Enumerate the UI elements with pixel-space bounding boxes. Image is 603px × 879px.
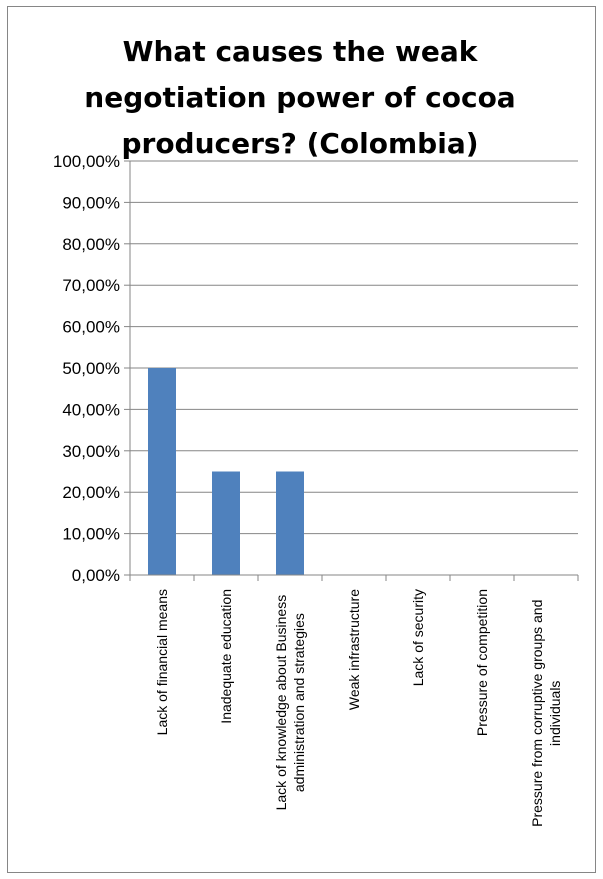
chart-frame — [7, 6, 596, 873]
y-tick-label: 100,00% — [53, 152, 120, 171]
x-category-label-line: Lack of knowledge about Business — [273, 595, 289, 811]
bar — [148, 368, 176, 575]
x-category-label-line: administration and strategies — [291, 613, 307, 792]
y-tick-label: 40,00% — [62, 400, 120, 419]
x-category-label-line: Pressure from corruptive groups and — [529, 600, 545, 827]
bar — [276, 471, 304, 575]
y-tick-label: 10,00% — [62, 525, 120, 544]
x-category-label: Pressure of competition — [474, 589, 490, 736]
y-tick-label: 70,00% — [62, 276, 120, 295]
bar — [212, 471, 240, 575]
x-category-label: Lack of knowledge about Business administ… — [273, 595, 307, 811]
labels: 0,00% 10,00% 20,00% 30,00% 40,00% 50,00% 60,00… — [53, 152, 563, 827]
chart-title: What causes the weak negotiation power o… — [84, 35, 516, 160]
x-category-label: Lack of financial means — [154, 589, 170, 735]
y-tick-label: 30,00% — [62, 442, 120, 461]
y-tick-label: 0,00% — [72, 566, 120, 585]
axes — [124, 160, 579, 581]
y-tick-label: 60,00% — [62, 318, 120, 337]
x-category-label: Weak infrastructure — [346, 589, 362, 710]
y-tick-label: 20,00% — [62, 483, 120, 502]
x-category-label: Lack of security — [410, 589, 426, 686]
bars — [148, 368, 304, 575]
y-tick-label: 80,00% — [62, 235, 120, 254]
x-category-label-line: individuals — [547, 681, 563, 746]
y-tick-label: 90,00% — [62, 193, 120, 212]
x-category-label: Inadequate education — [218, 589, 234, 724]
gridlines — [130, 160, 578, 535]
y-tick-label: 50,00% — [62, 359, 120, 378]
x-category-label: Pressure from corruptive groups and indiv… — [529, 600, 563, 827]
